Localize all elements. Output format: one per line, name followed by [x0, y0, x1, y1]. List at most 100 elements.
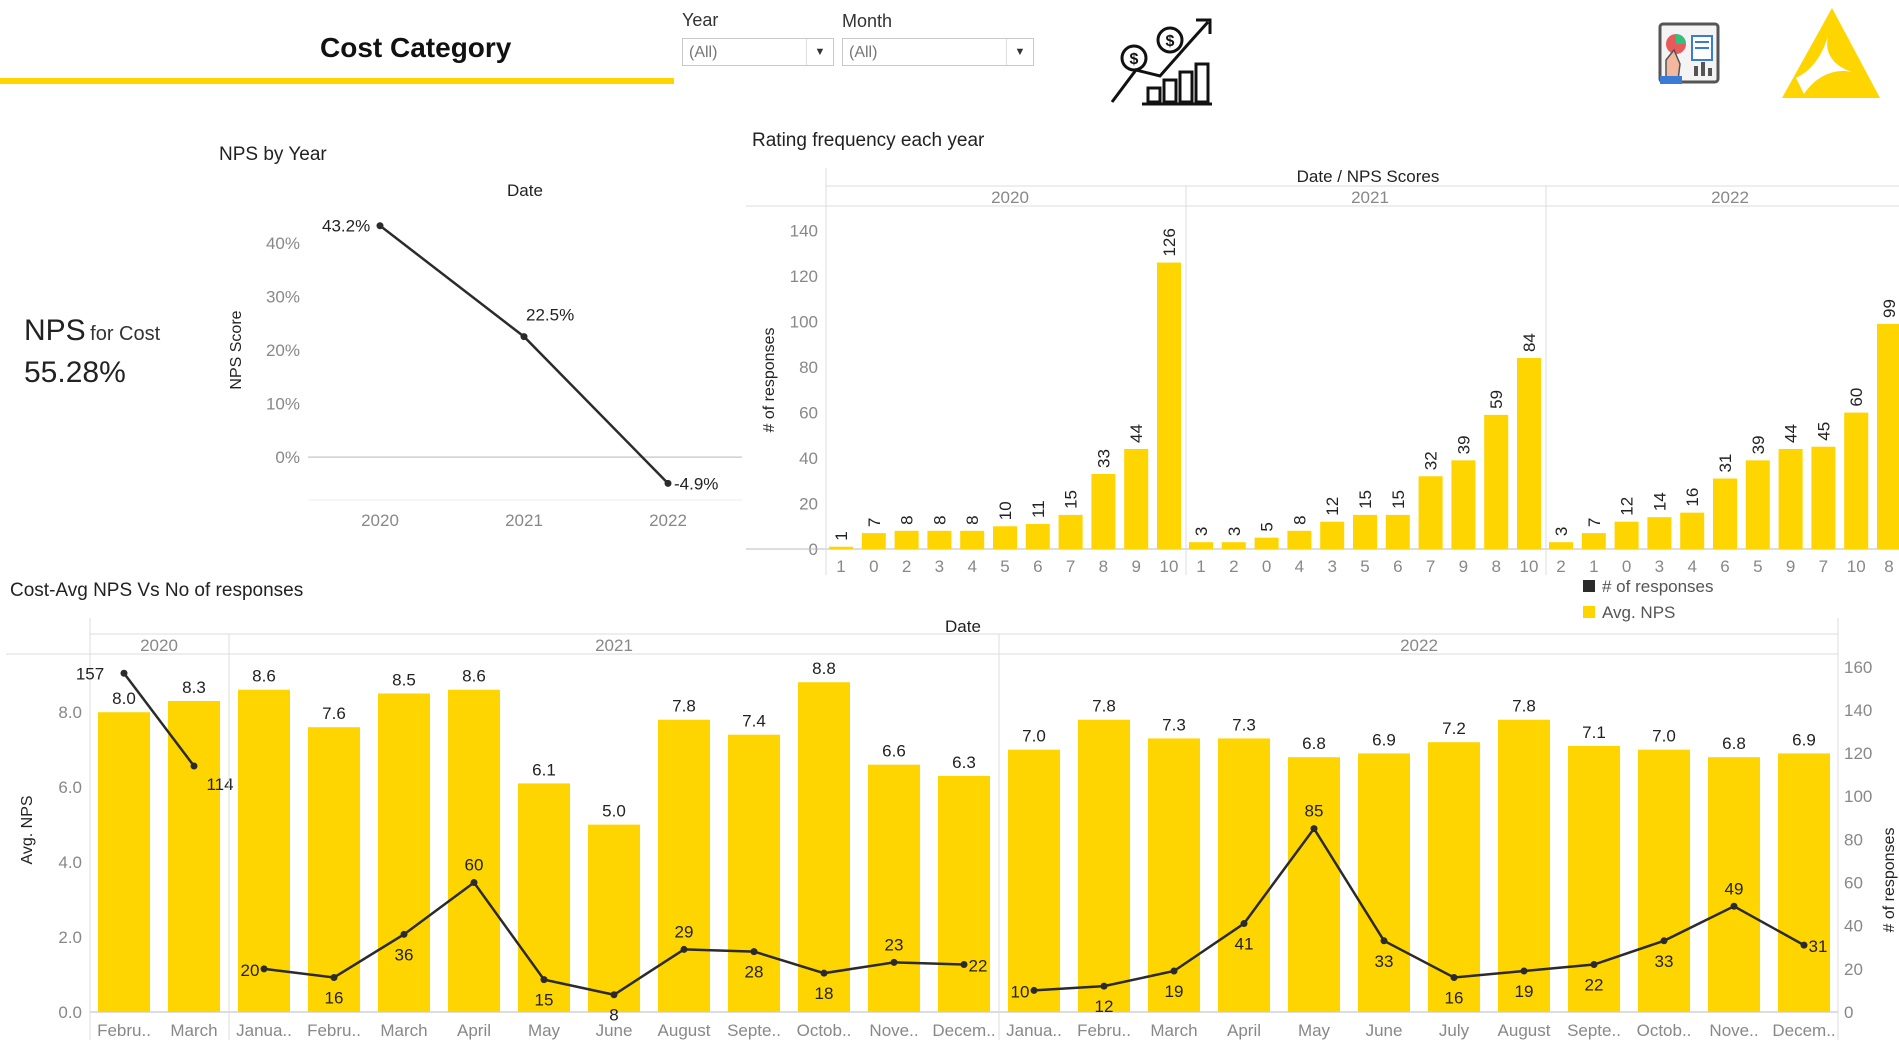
x-tick-label: 10 — [1847, 557, 1866, 576]
bar — [448, 689, 500, 1012]
responses-point — [190, 762, 198, 770]
responses-point — [1240, 920, 1248, 928]
bar — [728, 734, 780, 1012]
panel-year-label: 2020 — [991, 188, 1029, 207]
bar — [658, 719, 710, 1012]
bar — [98, 712, 150, 1012]
bar — [1713, 478, 1737, 549]
responses-line — [1033, 826, 1805, 992]
data-label: 31 — [1716, 454, 1735, 473]
bar — [1581, 533, 1606, 549]
bar-value-label: 7.4 — [742, 712, 766, 731]
bar — [238, 689, 290, 1012]
responses-label: 12 — [1095, 997, 1114, 1016]
chevron-down-icon[interactable]: ▼ — [806, 39, 833, 65]
data-label: 44 — [1127, 424, 1146, 443]
y2-tick-label: 160 — [1844, 658, 1872, 677]
x-tick-label: 7 — [1426, 557, 1435, 576]
month-filter-value: (All) — [849, 44, 878, 61]
x-tick-label: 2021 — [505, 511, 543, 530]
responses-line — [123, 672, 195, 767]
bar — [588, 824, 640, 1012]
x-tick-label: 1 — [1196, 557, 1205, 576]
month-filter-dropdown[interactable]: (All) ▼ — [842, 38, 1034, 66]
bar-value-label: 7.3 — [1162, 715, 1186, 734]
bar — [1811, 446, 1836, 549]
data-label: 5 — [1258, 522, 1277, 531]
x-tick-label: 6 — [1393, 557, 1402, 576]
bar — [868, 764, 920, 1012]
bar — [1189, 542, 1213, 549]
y2-tick-label: 80 — [1844, 830, 1863, 849]
chevron-down-icon[interactable]: ▼ — [1006, 39, 1033, 65]
data-label: -4.9% — [674, 474, 718, 493]
data-label: 45 — [1814, 422, 1833, 441]
bar — [1778, 448, 1803, 549]
kpi-subtitle: for Cost — [90, 323, 161, 345]
responses-point — [1520, 967, 1528, 975]
bar — [1680, 512, 1705, 549]
chart-header: Date — [507, 181, 543, 200]
data-label: 15 — [1356, 490, 1375, 509]
x-tick-label: 4 — [967, 557, 976, 576]
x-tick-label: 5 — [1753, 557, 1762, 576]
x-tick-label: 5 — [1000, 557, 1009, 576]
responses-label: 85 — [1305, 802, 1324, 821]
y-tick-label: 8.0 — [58, 703, 82, 722]
page-title: Cost Category — [320, 32, 512, 63]
bar — [993, 526, 1017, 549]
data-label: 11 — [1029, 500, 1048, 518]
data-point — [664, 479, 672, 487]
bar-value-label: 8.0 — [112, 689, 136, 708]
bar — [1498, 719, 1550, 1012]
group-year-label: 2020 — [140, 636, 178, 655]
bar — [168, 700, 220, 1012]
x-tick-label: Febru.. — [307, 1021, 361, 1040]
data-label: 12 — [1618, 497, 1637, 516]
x-tick-label: Septe.. — [727, 1021, 781, 1040]
responses-label: 31 — [1809, 937, 1828, 956]
legend-label-avg-nps: Avg. NPS — [1602, 603, 1675, 622]
legend-label-responses: # of responses — [1602, 577, 1714, 596]
bar-value-label: 8.3 — [182, 678, 206, 697]
y2-tick-label: 60 — [1844, 874, 1863, 893]
responses-label: 18 — [815, 984, 834, 1003]
bar-value-label: 7.0 — [1022, 727, 1046, 746]
x-tick-label: 10 — [1160, 557, 1179, 576]
y-tick-label: 10% — [266, 395, 300, 414]
bar — [1091, 473, 1116, 549]
year-filter-dropdown[interactable]: (All) ▼ — [682, 38, 834, 66]
y-tick-label: 40 — [799, 449, 818, 468]
responses-label: 114 — [206, 775, 233, 794]
x-tick-label: 6 — [1033, 557, 1042, 576]
x-tick-label: Nove.. — [869, 1021, 918, 1040]
x-tick-label: 3 — [1327, 557, 1336, 576]
year-filter-value: (All) — [689, 44, 718, 61]
x-tick-label: 0 — [1622, 557, 1631, 576]
responses-label: 22 — [969, 957, 988, 976]
bar — [1157, 262, 1181, 549]
bar — [1124, 448, 1149, 549]
x-tick-label: March — [170, 1021, 217, 1040]
data-label: 99 — [1880, 299, 1899, 318]
responses-point — [890, 958, 898, 966]
y2-tick-label: 20 — [1844, 960, 1863, 979]
x-tick-label: 4 — [1687, 557, 1696, 576]
x-tick-label: Decem.. — [1772, 1021, 1835, 1040]
bar — [1451, 460, 1476, 549]
x-tick-label: August — [1498, 1021, 1551, 1040]
y2-tick-label: 40 — [1844, 917, 1863, 936]
data-point — [520, 333, 528, 341]
responses-label: 28 — [745, 963, 764, 982]
y-tick-label: 20 — [799, 495, 818, 514]
y-tick-label: 140 — [790, 222, 818, 241]
bar-value-label: 8.6 — [462, 667, 486, 686]
data-label: 126 — [1160, 228, 1179, 256]
x-tick-label: 9 — [1131, 557, 1140, 576]
presentation-board-icon — [1658, 22, 1720, 84]
kpi-value: 55.28% — [24, 356, 126, 389]
svg-text:$: $ — [1130, 51, 1139, 68]
bar — [798, 682, 850, 1012]
responses-label: 41 — [1235, 935, 1254, 954]
bar-value-label: 7.1 — [1582, 723, 1606, 742]
